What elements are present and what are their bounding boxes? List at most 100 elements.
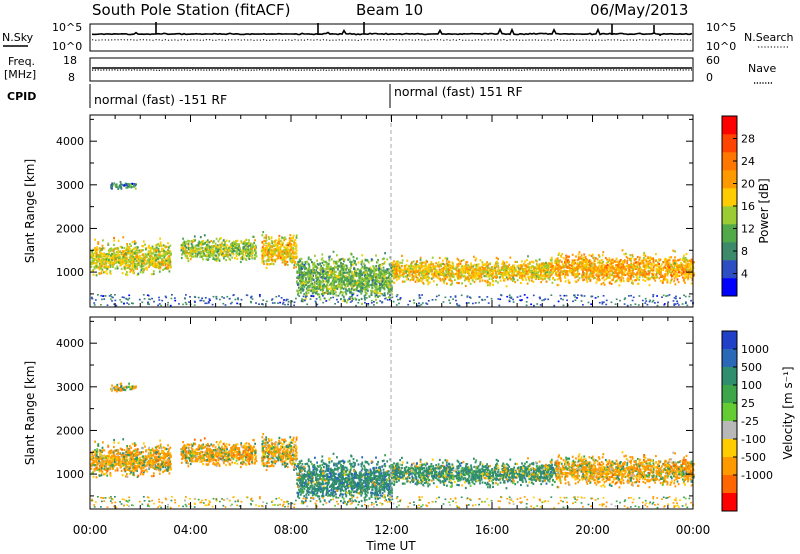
data-cell: [501, 262, 504, 265]
data-cell: [123, 265, 126, 268]
data-cell: [489, 282, 492, 285]
data-cell: [347, 272, 350, 276]
data-cell: [539, 268, 542, 271]
data-cell: [301, 287, 304, 290]
data-cell: [348, 289, 351, 292]
data-cell: [457, 275, 460, 279]
data-cell: [302, 279, 305, 283]
data-cell: [387, 292, 389, 295]
data-cell: [537, 268, 540, 271]
data-cell: [422, 281, 424, 284]
data-cell: [367, 277, 370, 280]
data-cell: [314, 286, 317, 289]
data-cell: [131, 256, 134, 260]
data-cell: [379, 267, 382, 270]
data-cell: [361, 287, 363, 290]
data-cell: [360, 276, 363, 279]
data-cell: [354, 270, 356, 274]
data-cell: [368, 283, 370, 287]
data-cell: [544, 269, 547, 272]
data-cell: [312, 289, 314, 292]
data-cell: [435, 273, 438, 276]
data-cell: [412, 260, 415, 263]
data-cell: [527, 263, 529, 266]
data-cell: [673, 277, 676, 280]
data-cell: [318, 271, 320, 275]
data-cell: [462, 268, 465, 271]
data-cell: [117, 254, 120, 257]
data-cell: [414, 263, 416, 266]
data-cell: [272, 251, 275, 254]
data-cell: [136, 266, 138, 269]
data-cell: [101, 255, 104, 258]
data-cell: [306, 269, 309, 272]
data-cell: [365, 285, 368, 288]
data-cell: [224, 241, 226, 244]
data-cell: [145, 266, 148, 269]
data-cell: [107, 266, 109, 269]
data-cell: [408, 265, 411, 268]
data-cell: [582, 256, 585, 259]
data-cell: [321, 261, 324, 265]
data-cell: [343, 258, 346, 261]
data-cell: [387, 271, 389, 274]
data-cell: [514, 281, 517, 284]
data-cell: [418, 273, 421, 277]
data-cell: [245, 254, 248, 258]
data-cell: [335, 262, 337, 265]
data-cell: [350, 275, 353, 278]
data-cell: [166, 250, 169, 253]
data-cell: [255, 251, 257, 254]
data-cell: [525, 273, 528, 276]
data-cell: [321, 278, 324, 281]
data-cell: [245, 258, 248, 261]
data-cell: [115, 250, 118, 254]
data-cell: [468, 270, 470, 273]
data-cell: [222, 251, 225, 254]
data-cell: [158, 267, 161, 270]
data-cell: [213, 245, 215, 248]
data-cell: [152, 270, 155, 273]
data-cell: [443, 266, 446, 269]
data-cell: [242, 250, 245, 253]
data-cell: [227, 255, 229, 258]
data-cell: [322, 293, 325, 296]
data-cell: [110, 254, 112, 257]
data-cell: [297, 289, 299, 293]
data-cell: [121, 250, 124, 253]
data-cell: [560, 260, 563, 263]
data-cell: [513, 264, 516, 267]
data-cell: [290, 248, 292, 251]
data-cell: [97, 242, 100, 245]
data-cell: [155, 251, 158, 254]
data-cell: [459, 262, 462, 265]
data-cell: [293, 240, 295, 243]
data-cell: [301, 281, 303, 284]
data-cell: [159, 237, 161, 240]
data-cell: [265, 239, 268, 242]
data-cell: [421, 271, 424, 274]
data-cell: [95, 274, 98, 277]
data-cell: [285, 262, 287, 266]
data-cell: [325, 289, 328, 292]
data-cell: [465, 263, 467, 266]
data-cell: [205, 258, 208, 261]
data-cell: [340, 271, 343, 275]
data-cell: [215, 259, 218, 262]
data-cell: [411, 275, 414, 278]
data-cell: [144, 256, 147, 259]
data-cell: [230, 243, 233, 246]
data-cell: [97, 255, 99, 258]
data-cell: [111, 259, 113, 262]
data-cell: [92, 253, 94, 256]
data-cell: [168, 255, 170, 258]
data-cell: [330, 282, 332, 285]
data-cell: [238, 243, 241, 246]
data-cell: [473, 276, 476, 279]
data-cell: [246, 243, 248, 246]
data-cell: [385, 279, 388, 282]
data-cell: [350, 287, 353, 291]
data-cell: [254, 246, 256, 249]
data-cell: [423, 268, 426, 271]
data-cell: [401, 280, 404, 283]
